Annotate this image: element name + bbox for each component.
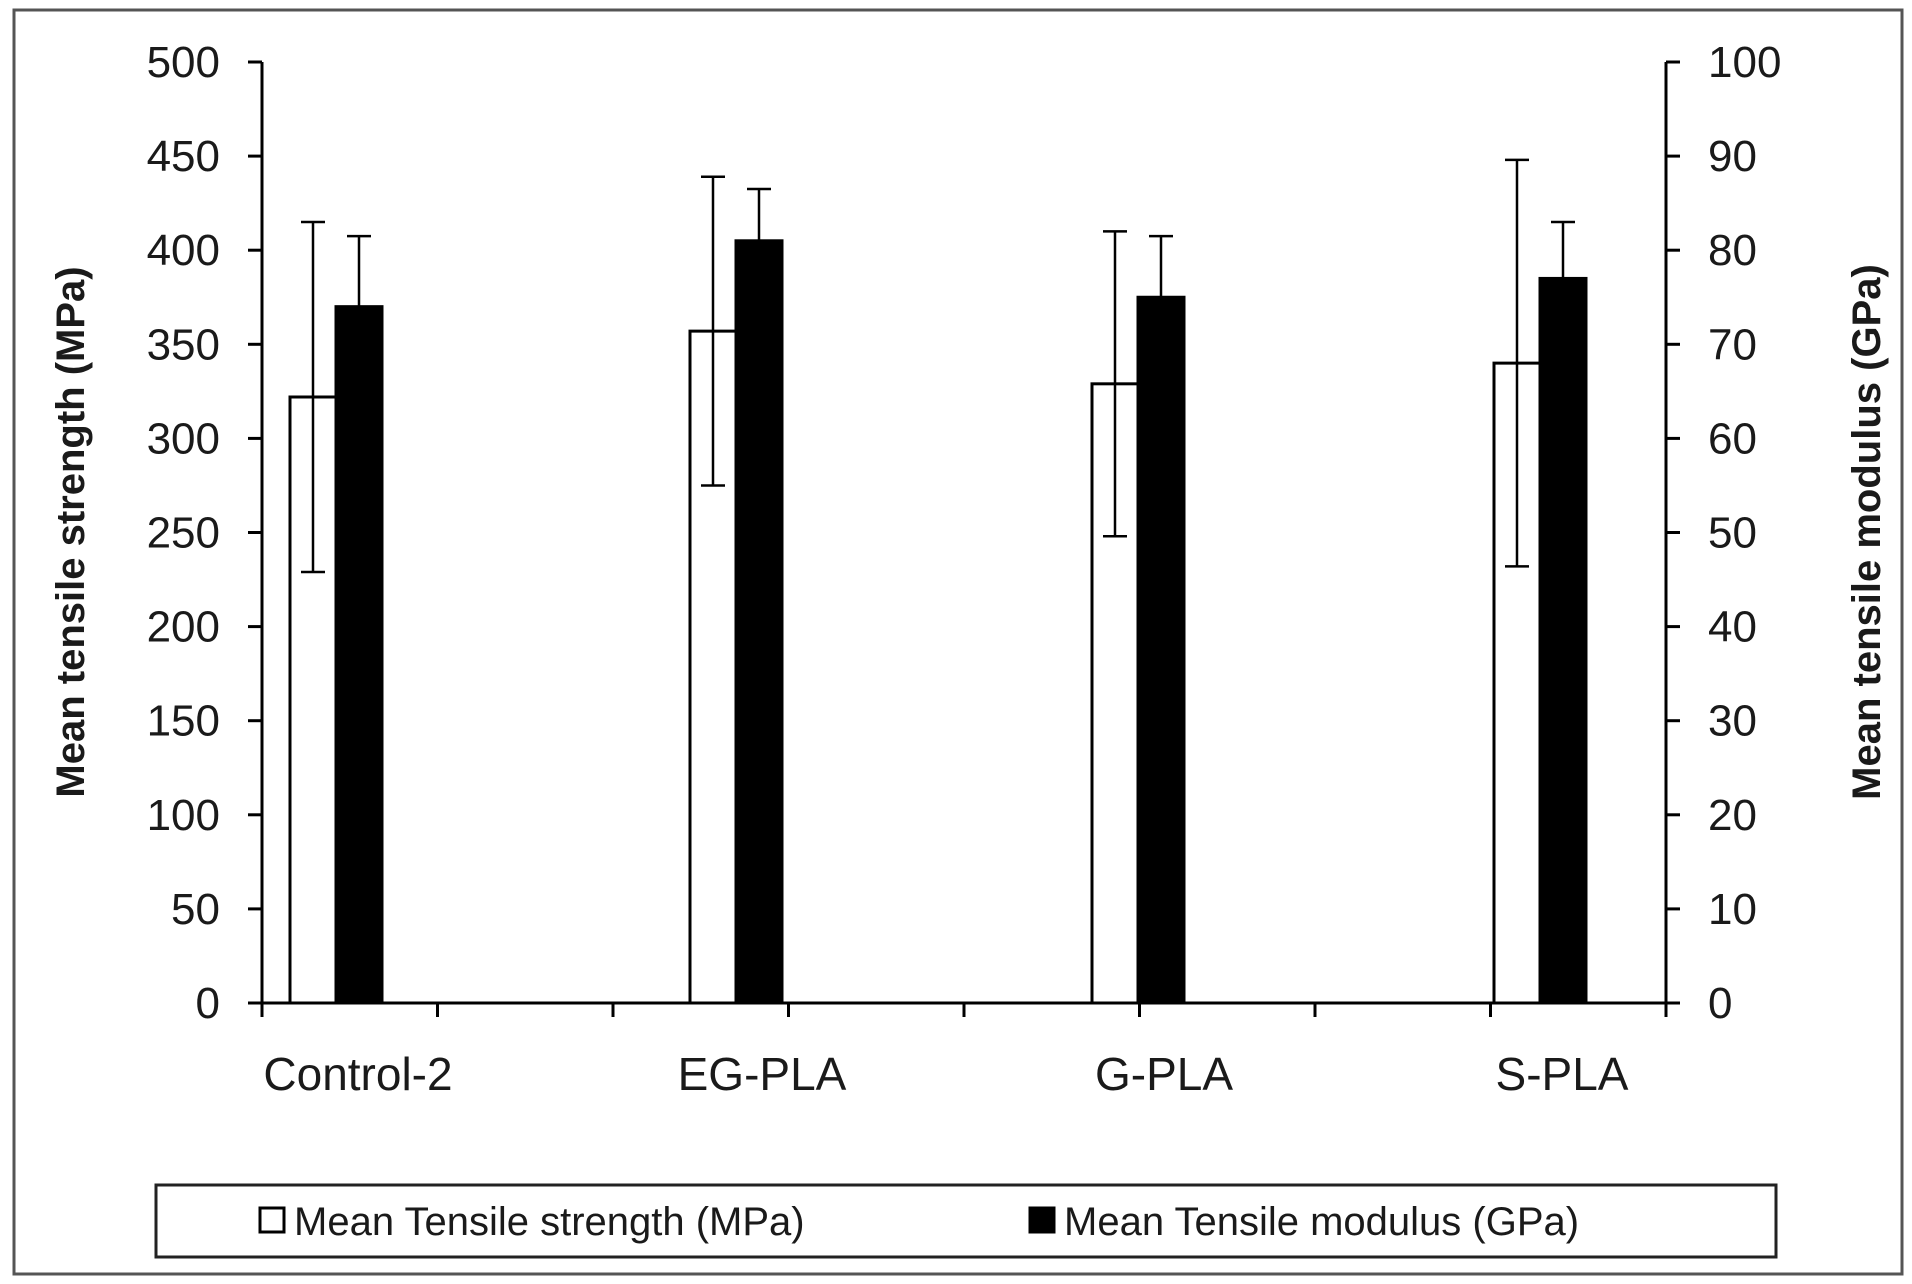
y-right-tick-label: 50 [1708,509,1757,558]
legend-box [154,1183,1778,1259]
bars [288,158,1588,1005]
y-right-tick-label: 20 [1708,791,1757,840]
y-right-tick-label: 70 [1708,320,1757,369]
y-right-axis-title: Mean tensile modulus (GPa) [1845,264,1889,800]
y-right-tick-label: 0 [1708,979,1732,1028]
legend-label-modulus: Mean Tensile modulus (GPa) [1064,1200,1579,1244]
y-right-tick-label: 80 [1708,226,1757,275]
y-left-tick-label: 150 [147,697,220,746]
y-left-tick-label: 0 [196,979,220,1028]
legend-label-strength: Mean Tensile strength (MPa) [294,1200,805,1244]
y-right-tick-label: 10 [1708,885,1757,934]
legend-swatch-strength [258,1206,286,1234]
bar-modulus-g-pla [1136,295,1186,1005]
bar-modulus-eg-pla [734,239,784,1005]
y-left-tick-label: 100 [147,791,220,840]
y-left-tick-label: 250 [147,509,220,558]
x-category-label: G-PLA [1095,1048,1233,1100]
y-right-tick-label: 100 [1708,38,1781,87]
y-left-tick-label: 450 [147,132,220,181]
y-right-tick-label: 30 [1708,697,1757,746]
y-left-tick-label: 350 [147,320,220,369]
bar-modulus-s-pla [1538,276,1588,1005]
y-left-tick-label: 300 [147,414,220,463]
y-right-tick-label: 40 [1708,603,1757,652]
x-category-label: Control-2 [263,1048,452,1100]
y-left-tick-label: 500 [147,38,220,87]
y-right-tick-label: 90 [1708,132,1757,181]
labels: 0 50 100 150 200 250 300 350 400 450 500 0 10 20 30 40 5… [49,38,1889,1100]
legend: Mean Tensile strength (MPa) Mean Tensile … [154,1183,1778,1259]
x-category-label: EG-PLA [678,1048,847,1100]
legend-swatch-modulus [1028,1206,1056,1234]
y-left-axis-title: Mean tensile strength (MPa) [49,266,93,797]
y-left-tick-label: 50 [171,885,220,934]
bar-strength-eg-pla [688,329,738,1005]
y-right-tick-label: 60 [1708,414,1757,463]
y-left-tick-label: 200 [147,603,220,652]
bar-modulus-control-2 [334,305,384,1005]
y-left-tick-label: 400 [147,226,220,275]
x-category-label: S-PLA [1496,1048,1629,1100]
axes [248,60,1680,1017]
